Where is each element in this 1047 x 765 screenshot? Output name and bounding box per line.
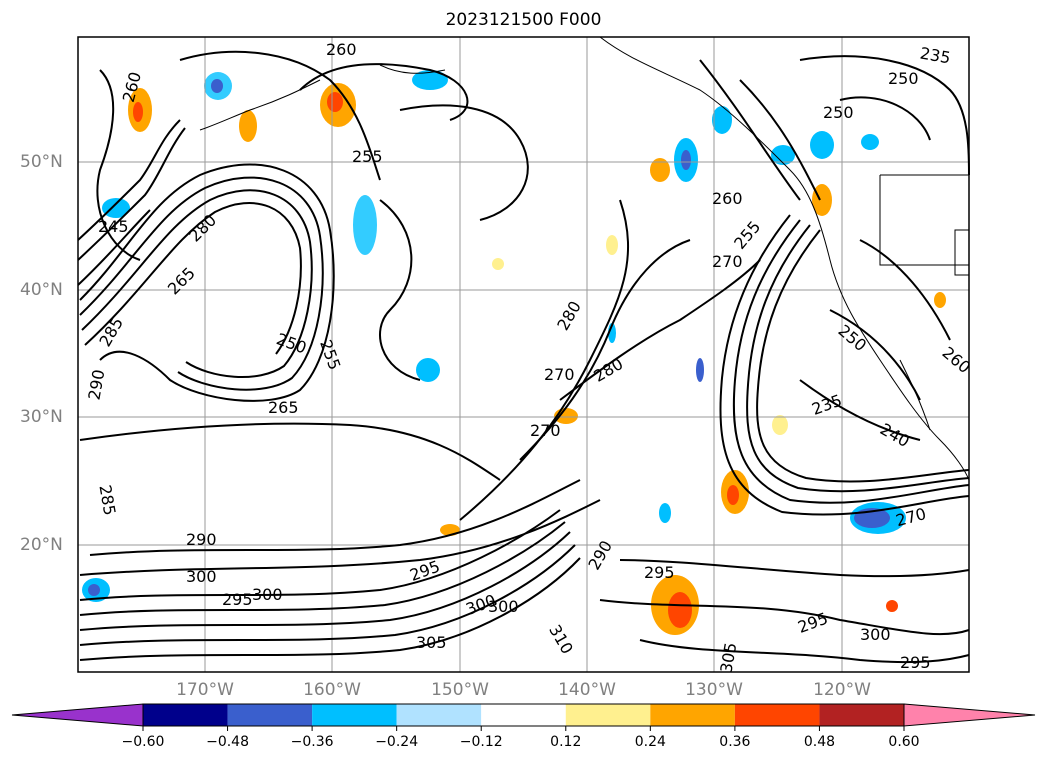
lon-label: 150°W: [431, 680, 489, 700]
lat-label: 50°N: [20, 152, 63, 172]
contour-label: 300: [186, 567, 217, 586]
colorbar-swatch: [481, 704, 566, 726]
lon-label: 140°W: [558, 680, 616, 700]
lat-label: 30°N: [20, 407, 63, 427]
colorbar-tick-label: 0.36: [719, 734, 751, 750]
colorbar-swatch: [650, 704, 735, 726]
map-frame: [77, 36, 970, 673]
colorbar-tick-label: −0.60: [121, 734, 165, 750]
lon-label: 170°W: [176, 680, 234, 700]
colorbar-swatch: [734, 704, 820, 726]
contour-label: 250: [888, 69, 919, 88]
lon-label: 120°W: [813, 680, 871, 700]
contour-label: 255: [352, 147, 383, 166]
colorbar-tick-label: −0.24: [375, 734, 419, 750]
colorbar-swatch: [227, 704, 313, 726]
lon-label: 130°W: [685, 680, 743, 700]
contour-label: 295: [222, 590, 253, 609]
coastlines: [199, 36, 970, 481]
colorbar-tick-label: 0.48: [803, 734, 836, 750]
colorbar-frame: [142, 703, 905, 727]
colorbar-extend-low: [11, 703, 144, 727]
map-title: 2023121500 F000: [445, 10, 602, 30]
contour-label: 260: [326, 40, 357, 59]
colorbar-swatch: [143, 704, 228, 726]
contour-label: 300: [252, 585, 283, 604]
colorbar-tick-label: −0.36: [290, 734, 334, 750]
colorbar: [11, 703, 1036, 731]
contour-lines: [77, 50, 970, 664]
colorbar-swatch: [819, 704, 904, 726]
contour-label: 270: [544, 365, 575, 384]
contour-label: 295: [644, 563, 675, 582]
contour-label: 260: [712, 189, 743, 208]
lat-label: 20°N: [20, 535, 63, 555]
colorbar-swatch: [396, 704, 482, 726]
colorbar-tick-label: 0.60: [888, 734, 920, 750]
colorbar-swatch: [565, 704, 651, 726]
contour-label: 300: [488, 597, 519, 616]
contour-label: 270: [530, 421, 561, 440]
contour-label: 305: [416, 633, 447, 652]
contour-label: 265: [268, 398, 299, 417]
colorbar-tick-label: −0.48: [206, 734, 249, 750]
contour-label: 300: [860, 625, 891, 644]
colorbar-tick-label: 0.12: [550, 734, 582, 750]
lon-label: 160°W: [303, 680, 361, 700]
contour-label: 295: [900, 653, 931, 672]
shaded-anomalies: [82, 70, 946, 635]
colorbar-swatch: [312, 704, 397, 726]
contour-label: 290: [186, 530, 217, 549]
colorbar-extend-high: [903, 703, 1036, 727]
contour-label: 245: [98, 217, 129, 236]
colorbar-tick-label: 0.24: [634, 734, 666, 750]
contour-label: 250: [823, 103, 854, 122]
lat-label: 40°N: [20, 280, 63, 300]
contour-label: 270: [712, 252, 743, 271]
colorbar-tick-label: −0.12: [459, 734, 503, 750]
